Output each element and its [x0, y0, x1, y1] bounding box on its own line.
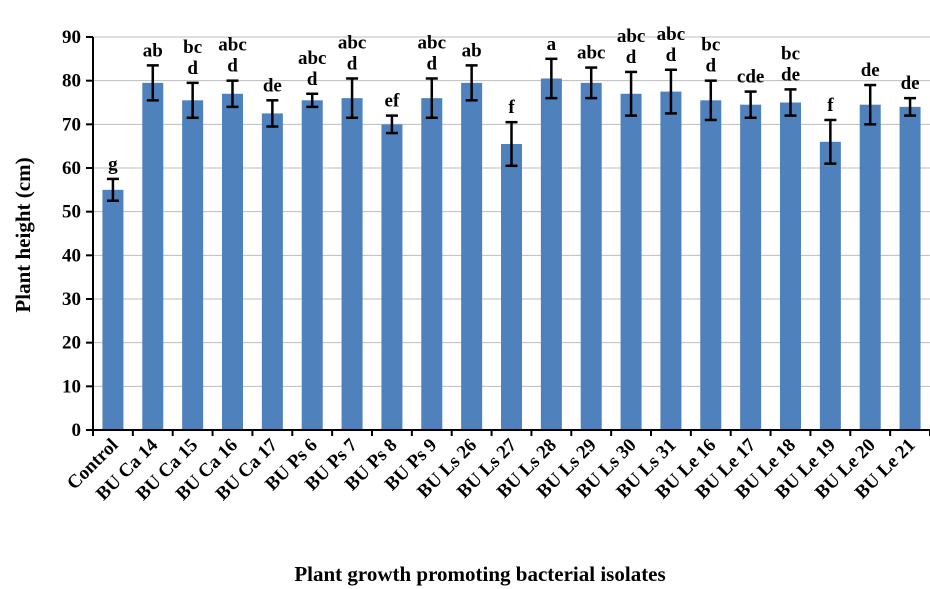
bar: [740, 104, 762, 430]
significance-letter: abc: [298, 48, 327, 69]
bar: [222, 93, 243, 431]
bar: [461, 82, 483, 430]
bar: [381, 124, 403, 430]
significance-letter: abc: [617, 26, 646, 47]
bar: [301, 100, 323, 431]
bar: [620, 93, 642, 431]
y-tick-label: 10: [62, 376, 81, 397]
bar: [819, 141, 841, 431]
bar: [660, 91, 682, 430]
axes: [86, 36, 930, 436]
bar: [501, 143, 522, 430]
significance-letter: de: [861, 60, 880, 81]
y-tick-label: 60: [62, 158, 81, 179]
bar: [341, 98, 363, 430]
bars: [102, 78, 921, 431]
bar: [421, 98, 443, 430]
bar: [899, 106, 921, 430]
bar: [580, 82, 602, 430]
y-tick-label: 30: [62, 289, 81, 310]
significance-letter: abc: [218, 35, 247, 56]
significance-letter: f: [827, 95, 834, 116]
y-tick-label: 90: [62, 27, 81, 48]
y-tick-label: 40: [62, 245, 81, 266]
significance-letter: ab: [143, 40, 163, 61]
significance-letter: cde: [737, 67, 764, 88]
bar: [780, 102, 801, 430]
significance-letter: abc: [577, 43, 606, 64]
significance-letter: bc: [701, 35, 720, 56]
significance-letter: d: [626, 47, 637, 68]
bar: [182, 100, 204, 431]
significance-letter: g: [108, 154, 118, 175]
error-bars: [106, 57, 917, 202]
significance-letter: d: [705, 56, 716, 77]
significance-letter: abc: [657, 24, 686, 45]
significance-letter: d: [347, 53, 358, 74]
significance-letter: ef: [385, 91, 400, 112]
significance-letter: de: [901, 73, 920, 94]
significance-letter: de: [781, 64, 800, 85]
y-tick-label: 0: [72, 420, 82, 441]
y-tick-label: 70: [62, 114, 81, 135]
x-axis-label: Plant growth promoting bacterial isolate…: [294, 562, 665, 586]
bar: [142, 82, 164, 430]
significance-letter: de: [263, 75, 282, 96]
y-tick-label: 80: [62, 71, 81, 92]
significance-letter: f: [508, 97, 515, 118]
y-tick-label: 20: [62, 333, 81, 354]
significance-letter: d: [307, 69, 318, 90]
y-tick-labels: 0 10 20 30 40 50 60 70 80 90: [62, 27, 81, 441]
significance-letter: ab: [462, 40, 482, 61]
significance-letter: abc: [338, 32, 367, 53]
bar: [102, 189, 124, 430]
significance-letter: d: [426, 53, 437, 74]
bar: [700, 100, 722, 431]
bar: [261, 113, 283, 431]
significance-letter: bc: [781, 43, 800, 64]
y-tick-label: 50: [62, 202, 81, 223]
significance-letter: d: [227, 56, 238, 77]
significance-letter: d: [666, 45, 677, 66]
significance-letter: abc: [418, 32, 447, 53]
significance-letter: a: [547, 34, 557, 55]
y-axis-label: Plant height (cm): [11, 157, 35, 312]
significance-letter: bc: [183, 37, 202, 58]
significance-letter: d: [187, 58, 198, 79]
bar: [859, 104, 881, 430]
bar: [540, 78, 562, 430]
